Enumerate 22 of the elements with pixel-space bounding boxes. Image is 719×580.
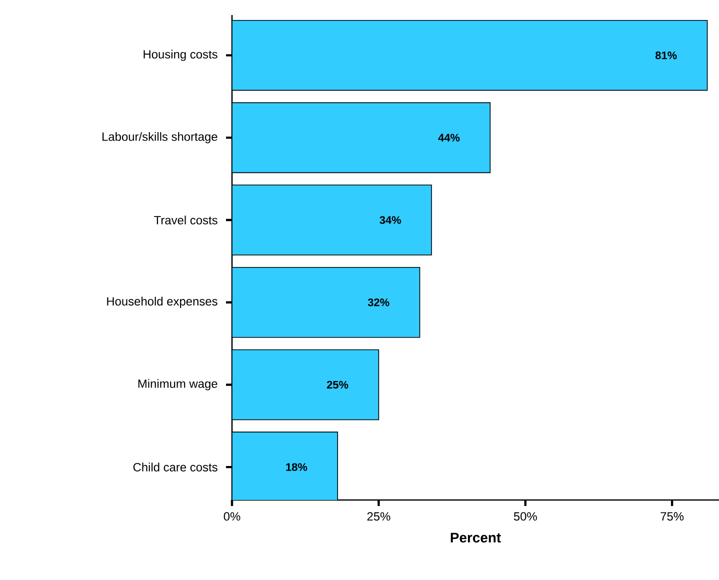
- data-label: 25%: [326, 380, 348, 389]
- bar: [232, 349, 380, 420]
- y-tick-label: Labour/skills shortage: [102, 132, 218, 144]
- x-axis-title: Percent: [450, 532, 501, 543]
- x-tick-label: 75%: [660, 512, 684, 521]
- x-tick-label: 25%: [367, 512, 390, 521]
- y-tick-label: Travel costs: [154, 216, 218, 224]
- data-label: 44%: [438, 134, 460, 142]
- y-tick-label: Child care costs: [133, 462, 218, 472]
- y-tick-label: Minimum wage: [138, 379, 218, 390]
- data-label: 34%: [380, 216, 402, 224]
- data-label: 81%: [655, 51, 677, 60]
- x-tick-label: 50%: [514, 512, 537, 521]
- bar: [232, 102, 491, 174]
- bar: [232, 20, 708, 91]
- data-label: 32%: [368, 298, 390, 306]
- x-tick-label: 0%: [224, 512, 240, 521]
- y-tick-label: Household expenses: [107, 296, 218, 308]
- y-tick-label: Housing costs: [144, 50, 218, 61]
- bar: [232, 266, 420, 338]
- bar: [232, 184, 432, 256]
- data-label: 18%: [286, 463, 308, 471]
